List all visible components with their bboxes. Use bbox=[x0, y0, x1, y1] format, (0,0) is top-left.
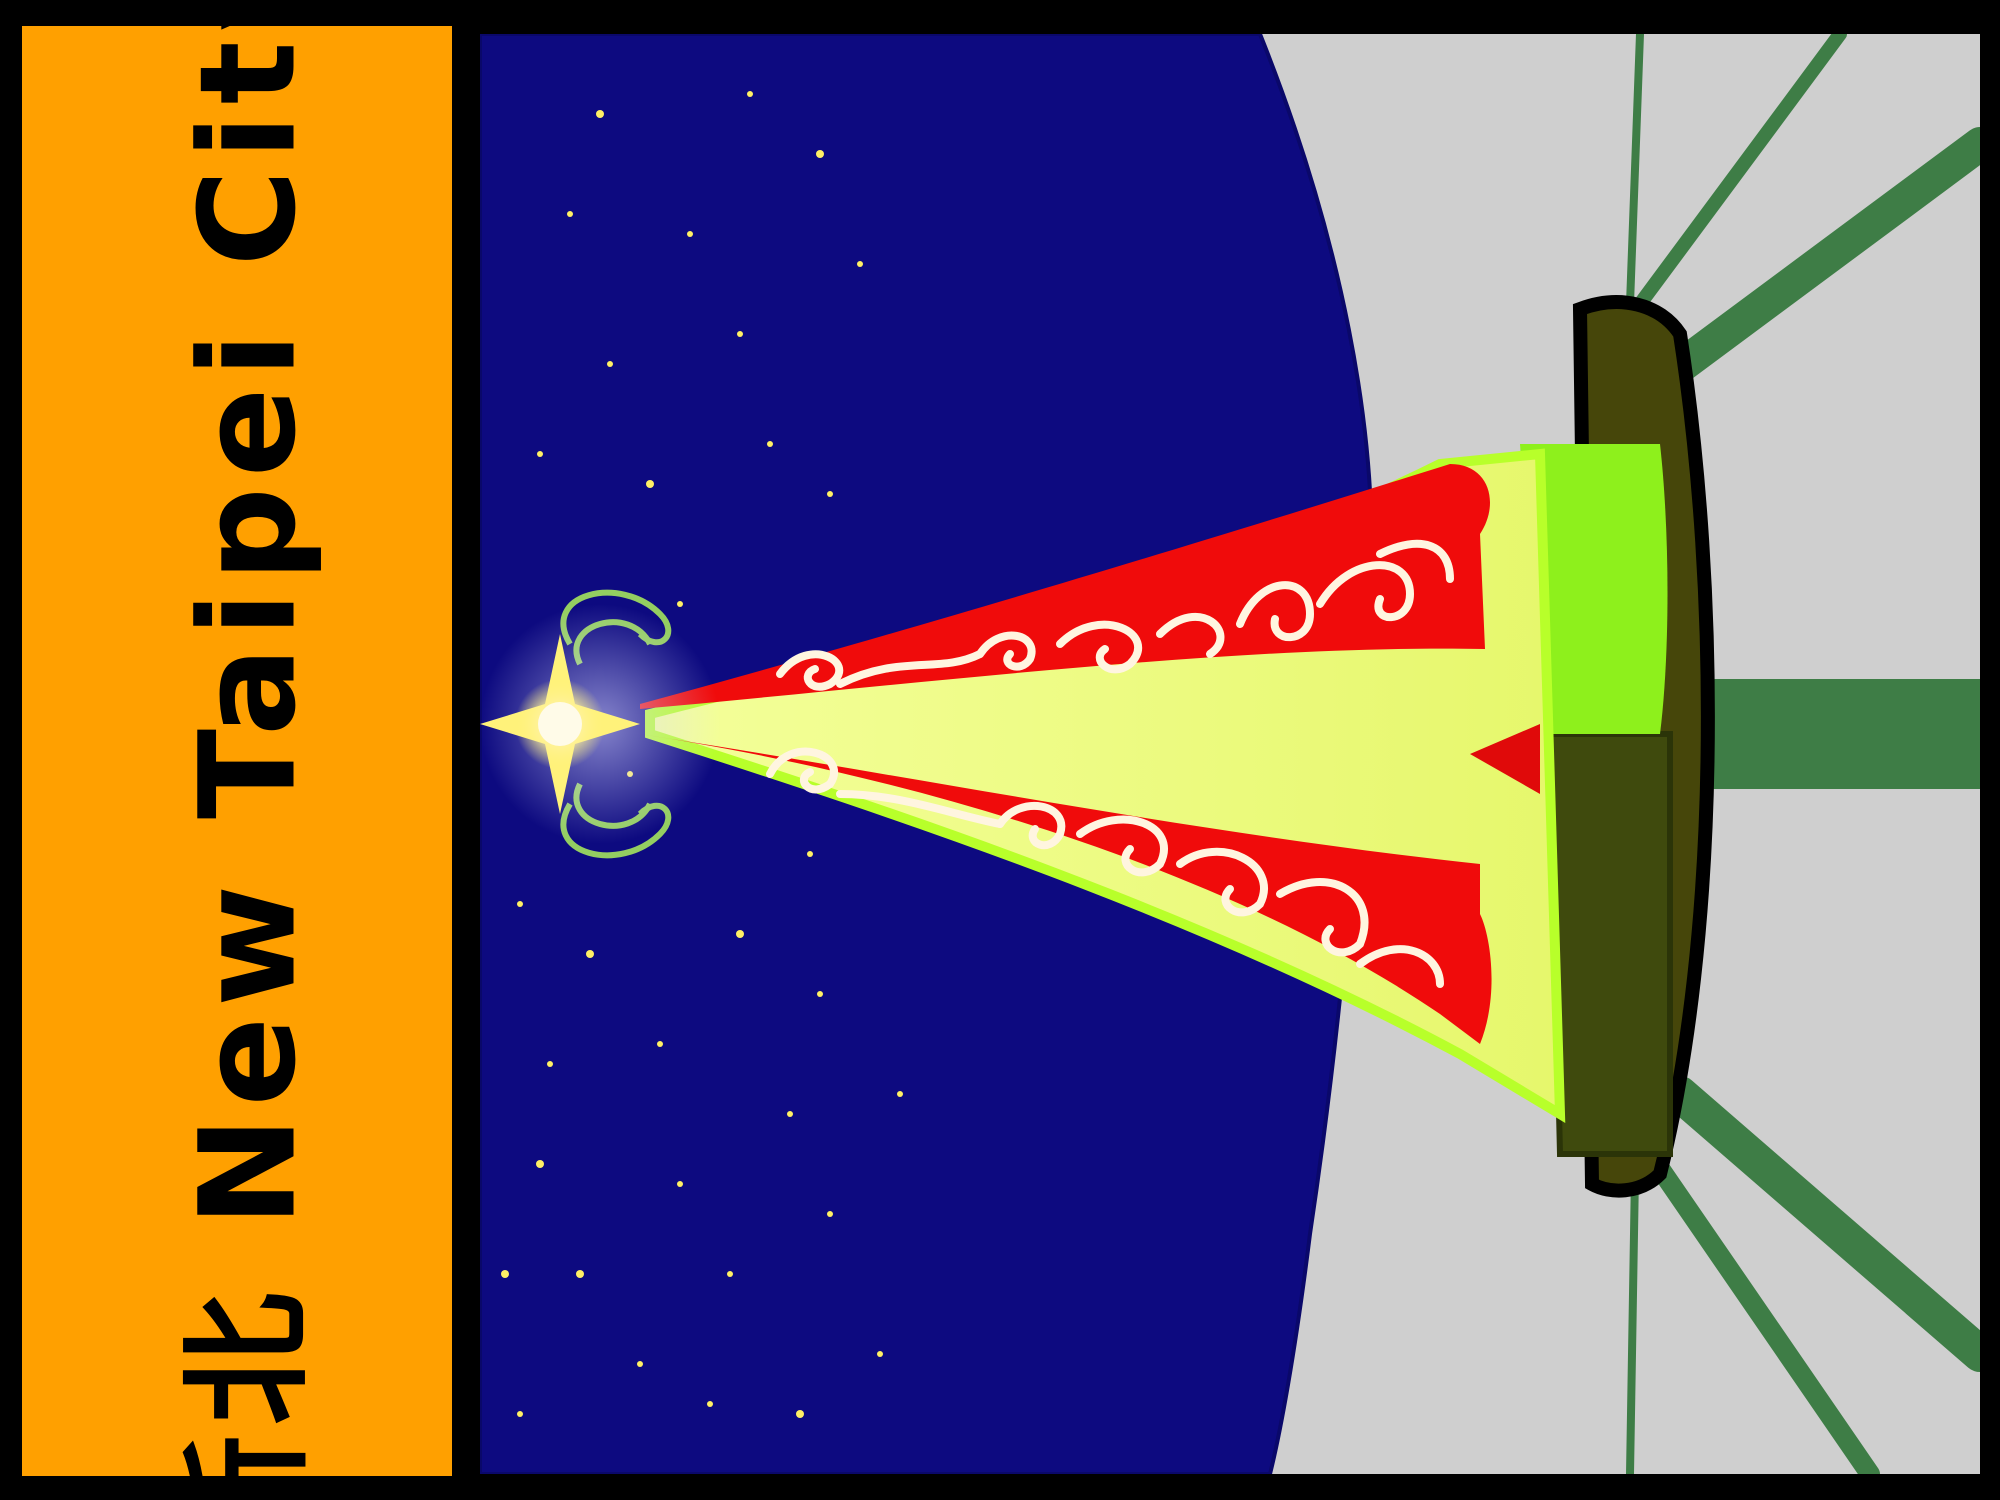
base-green-block bbox=[1520, 444, 1668, 734]
base-dark-block bbox=[1546, 731, 1673, 1157]
tree-red-center bbox=[1470, 724, 1540, 794]
title-banner: 新北 New Taipei City bbox=[22, 26, 452, 1476]
tree-red-lower bbox=[640, 734, 1492, 1044]
banner-title: 新北 New Taipei City bbox=[171, 26, 326, 1476]
sky-stars bbox=[501, 91, 903, 1418]
tree-drawing bbox=[480, 34, 1980, 1474]
scene-illustration bbox=[480, 34, 1980, 1474]
star-icon bbox=[480, 634, 640, 814]
swirl-ornament-lower bbox=[766, 747, 1444, 988]
swirl-ornament-icon bbox=[776, 539, 1454, 691]
tree-red-upper bbox=[640, 464, 1490, 709]
light-rays bbox=[1626, 34, 1980, 1474]
